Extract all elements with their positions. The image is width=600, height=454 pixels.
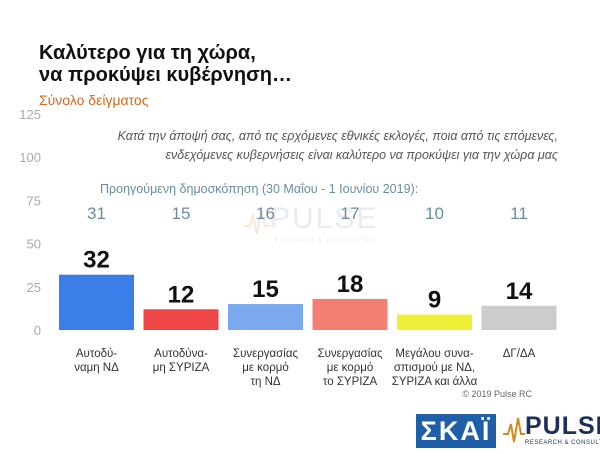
x-category-label-line: Αυτοδύ- [76, 348, 117, 360]
bar [312, 298, 388, 330]
x-category-label-line: ναμη ΝΔ [74, 362, 119, 374]
chart-subtitle: Σύνολο δείγματος [39, 92, 149, 108]
y-tick-label: 125 [19, 107, 41, 122]
chart-title-line-2: να προκύψει κυβέρνηση… [39, 64, 292, 86]
pulse-wave-icon [244, 209, 270, 235]
x-category-label: Μεγάλου συνα-σπισμού με ΝΔ, ΣΥΡΙΖΑ και άλ… [392, 348, 478, 388]
question-line-2: ενδεχόμενες κυβερνήσεις είναι καλύτερο ν… [165, 148, 558, 162]
chart-title-line-1: Καλύτερο για τη χώρα, [39, 42, 256, 64]
bar [143, 309, 219, 330]
bar [481, 305, 557, 330]
x-category-label-line: το ΣΥΡΙΖΑ [323, 376, 378, 388]
bar-value-label: 18 [337, 271, 364, 298]
pulse-logo: PULSE RESEARCH & CONSULTING [503, 412, 600, 452]
bar-value-label: 14 [506, 278, 533, 305]
x-category-label-line: Αυτοδύνα- [154, 348, 208, 360]
watermark-name: PULSE [270, 202, 379, 235]
x-category-label: Αυτοδύ-ναμη ΝΔ [74, 348, 119, 374]
x-category-label: ΔΓ/ΔΑ [503, 348, 536, 360]
x-category-label-line: τη ΝΔ [250, 376, 280, 388]
bar-value-label: 9 [428, 286, 441, 313]
previous-value-label: 11 [510, 204, 528, 223]
x-category-label-line: ΔΓ/ΔΑ [503, 348, 536, 360]
question-line-1: Κατά την άποψή σας, από τις ερχόμενες εθ… [117, 129, 558, 143]
bar-value-label: 15 [252, 276, 279, 303]
previous-survey-caption: Προηγούμενη δημοσκόπηση (30 Μαΐου - 1 Ιο… [100, 182, 419, 196]
previous-value-label: 16 [256, 204, 275, 223]
bar-value-label: 12 [168, 281, 195, 308]
pulse-logo-name: PULSE [525, 412, 600, 440]
copyright-text: © 2019 Pulse RC [462, 389, 532, 399]
y-tick-label: 25 [27, 280, 41, 295]
bar [397, 314, 472, 330]
y-tick-label: 100 [19, 150, 41, 165]
x-category-label-line: Συνεργασίας [233, 348, 299, 360]
y-tick-label: 0 [34, 323, 41, 338]
bar [228, 304, 303, 330]
x-category-label: Συνεργασίας με κορμό το ΣΥΡΙΖΑ [317, 348, 383, 388]
x-category-label-line: ΣΥΡΙΖΑ και άλλα [392, 376, 478, 388]
x-category-label-line: με κορμό [242, 362, 289, 374]
x-category-label-line: μη ΣΥΡΙΖΑ [153, 362, 210, 374]
pulse-logo-wave-icon [503, 417, 525, 443]
x-category-label: Αυτοδύνα-μη ΣΥΡΙΖΑ [153, 348, 210, 374]
pulse-logo-tagline: RESEARCH & CONSULTING [525, 440, 600, 446]
skai-logo: ΣΚΑΪ [416, 414, 496, 448]
bar-value-label: 32 [83, 247, 110, 274]
previous-value-label: 31 [87, 204, 106, 223]
chart-title: Καλύτερο για τη χώρα, να προκύψει κυβέρν… [39, 42, 292, 86]
survey-question: Κατά την άποψή σας, από τις ερχόμενες εθ… [88, 127, 558, 165]
previous-value-label: 10 [425, 204, 444, 223]
x-category-label: Συνεργασίας με κορμό τη ΝΔ [233, 348, 299, 388]
previous-value-label: 17 [341, 204, 360, 223]
bar [59, 274, 134, 330]
pulse-watermark: PULSE RESEARCH & CONSULTING [244, 202, 384, 252]
x-category-label-line: σπισμού με ΝΔ, [394, 362, 475, 374]
y-tick-label: 50 [27, 237, 41, 252]
watermark-tagline: RESEARCH & CONSULTING [274, 238, 375, 244]
x-category-label-line: με κορμό [327, 362, 374, 374]
y-tick-label: 75 [27, 193, 41, 208]
x-category-label-line: Συνεργασίας [317, 348, 383, 360]
x-category-label-line: Μεγάλου συνα- [395, 348, 473, 360]
previous-value-label: 15 [172, 204, 191, 223]
